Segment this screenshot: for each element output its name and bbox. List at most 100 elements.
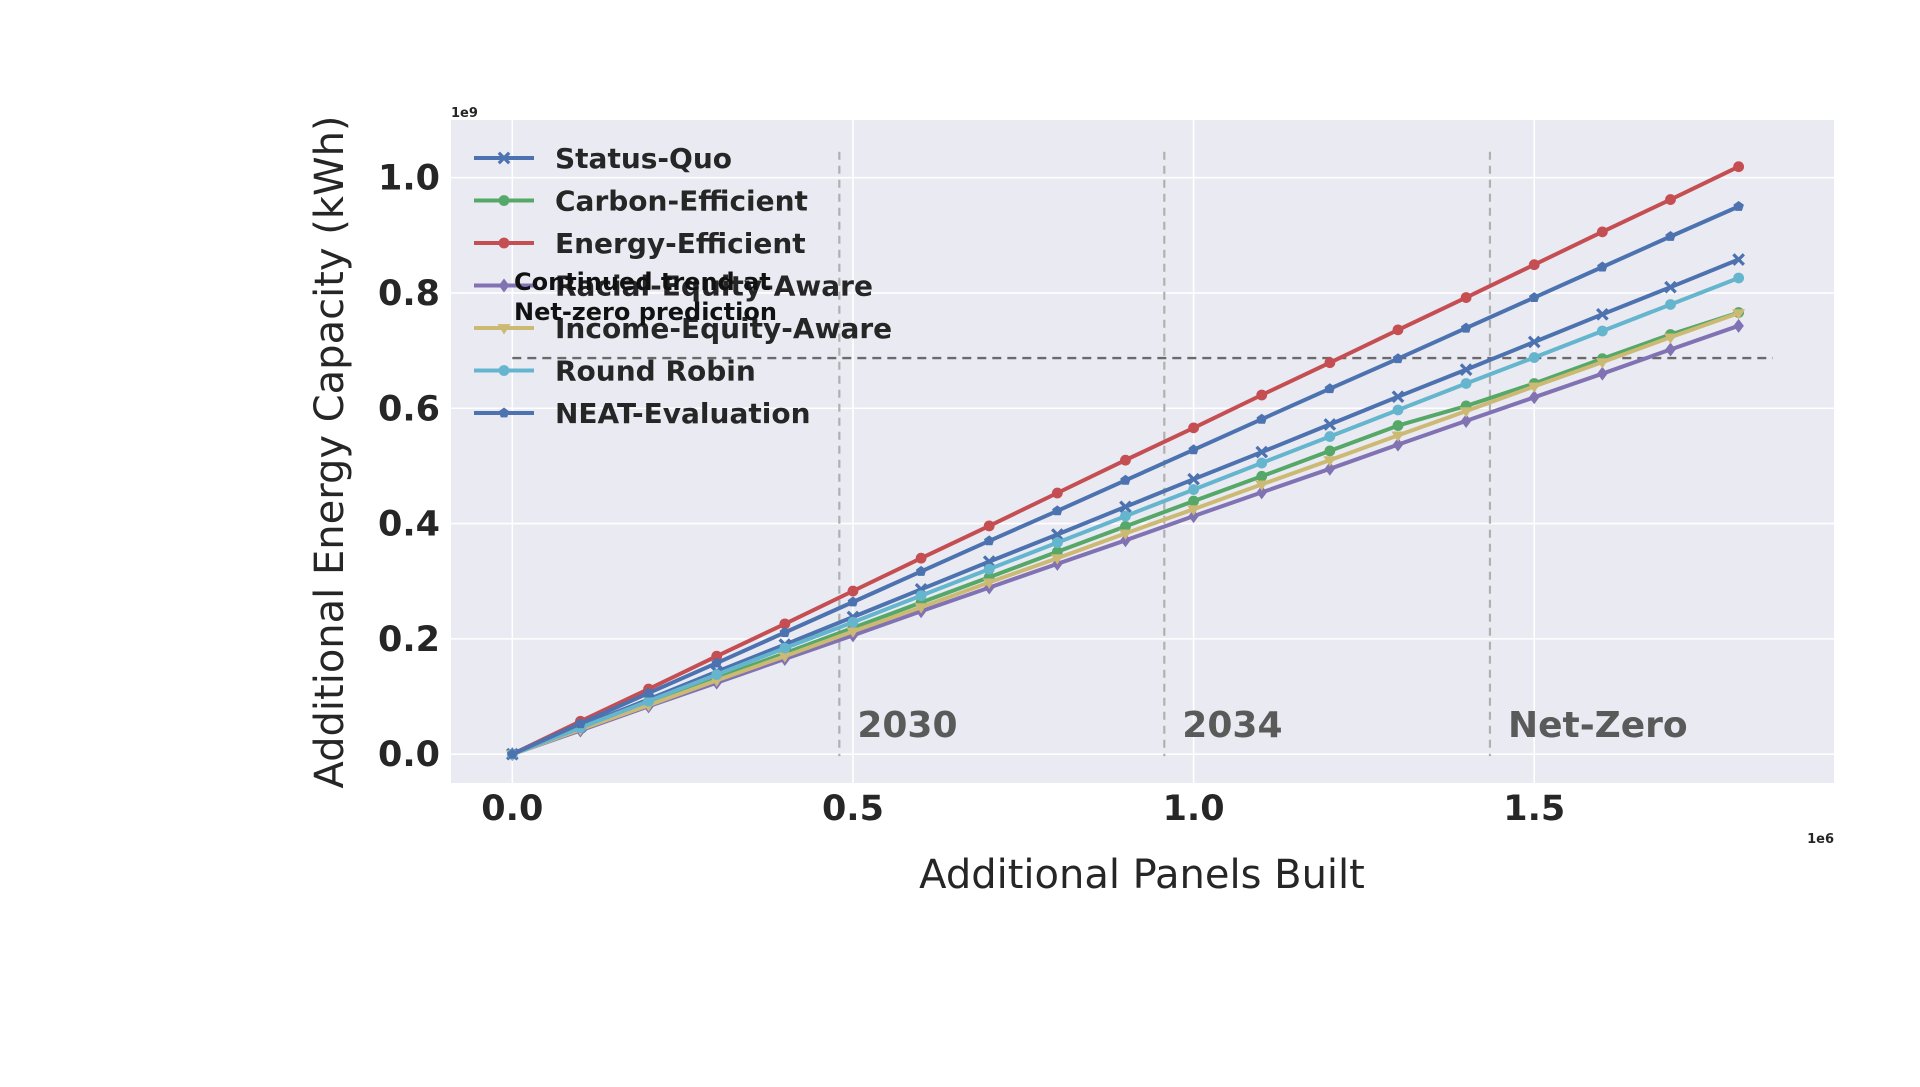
x-marker (1187, 472, 1200, 486)
x-marker (1664, 280, 1677, 294)
triangle-marker (1187, 505, 1201, 516)
diamond-marker (498, 278, 510, 293)
circle-marker (1324, 431, 1336, 442)
triangle-marker (1050, 554, 1064, 565)
circle-marker (983, 563, 995, 575)
milestone-label: 2034 (1182, 705, 1282, 746)
diamond-marker (1256, 485, 1267, 500)
circle-marker (1528, 352, 1540, 363)
pentagon-marker (984, 535, 995, 546)
triangle-marker (1323, 456, 1337, 467)
x-marker (1323, 418, 1337, 431)
pentagon-marker (1460, 322, 1472, 333)
pentagon-marker (915, 565, 927, 576)
legend-label: Round Robin (555, 355, 756, 388)
circle-marker (1392, 404, 1404, 416)
circle-marker (1120, 454, 1131, 466)
pentagon-marker (1392, 353, 1404, 364)
legend-item: NEAT-Evaluation (474, 397, 811, 430)
pentagon-marker (847, 596, 859, 607)
milestone-label: Net-Zero (1508, 705, 1688, 746)
x-tick-label: 1.5 (1503, 789, 1565, 829)
y-tick-label: 0.4 (378, 505, 440, 545)
circle-marker (847, 616, 859, 628)
triangle-marker (1391, 431, 1405, 442)
pentagon-marker (575, 718, 586, 729)
x-offset-label: 1e6 (1807, 832, 1834, 847)
series-neat-evaluation (507, 201, 1744, 759)
circle-marker (1324, 357, 1336, 369)
legend-item: Income-Equity-Aware (474, 312, 892, 345)
pentagon-marker (1597, 261, 1608, 272)
triangle-marker (1595, 358, 1609, 369)
circle-marker (1120, 521, 1131, 532)
x-marker (1255, 445, 1269, 459)
circle-marker (1596, 325, 1608, 337)
pentagon-marker (507, 748, 518, 759)
circle-marker (1392, 324, 1404, 336)
pentagon-marker (1052, 505, 1063, 516)
triangle-marker (497, 324, 511, 335)
x-marker (1596, 307, 1609, 321)
diamond-marker (1597, 366, 1608, 381)
series-group (505, 161, 1746, 762)
reference-lines (512, 151, 1773, 757)
circle-marker (1733, 272, 1745, 284)
circle-marker (498, 195, 510, 206)
circle-marker (1256, 470, 1268, 482)
circle-marker (779, 618, 791, 630)
circle-marker (1392, 420, 1404, 431)
pentagon-marker (1120, 474, 1131, 485)
y-offset-label: 1e9 (451, 106, 478, 121)
diamond-marker (1460, 413, 1472, 428)
pentagon-marker (498, 407, 510, 418)
diamond-marker (1733, 318, 1744, 333)
net-zero-trend-label: Net-zero prediction (514, 298, 777, 326)
circle-marker (1460, 292, 1472, 303)
circle-marker (779, 642, 791, 654)
x-marker (1051, 528, 1064, 541)
x-tick-label: 0.0 (481, 789, 543, 829)
pentagon-marker (1256, 413, 1267, 424)
diamond-marker (1528, 390, 1540, 405)
x-marker (497, 151, 511, 165)
x-tick-label: 0.5 (822, 789, 884, 829)
x-axis-label: Additional Panels Built (919, 852, 1365, 898)
pentagon-marker (1324, 383, 1336, 394)
legend-label: Racial-Equity-Aware (555, 270, 873, 303)
circle-marker (1665, 299, 1676, 310)
circle-marker (498, 237, 510, 249)
triangle-marker (914, 603, 928, 614)
triangle-marker (778, 652, 792, 663)
legend-label: Income-Equity-Aware (555, 312, 892, 345)
legend-item: Carbon-Efficient (474, 185, 808, 218)
legend: Status-Quo Carbon-Efficient Energy-Efficie… (474, 142, 892, 430)
circle-marker (711, 650, 723, 662)
milestone-label: 2030 (857, 705, 957, 746)
circle-marker (1188, 422, 1199, 434)
diamond-marker (1392, 437, 1404, 452)
triangle-marker (1255, 480, 1269, 491)
circle-marker (711, 669, 723, 681)
net-zero-trend-label: Continued trend at (514, 268, 771, 296)
diamond-marker (1665, 342, 1676, 357)
circle-marker (1051, 537, 1063, 548)
legend-item: Status-Quo (474, 142, 732, 175)
legend-label: NEAT-Evaluation (555, 397, 811, 430)
x-marker (1732, 253, 1745, 266)
circle-marker (915, 552, 927, 564)
legend-item: Round Robin (474, 355, 756, 388)
triangle-marker (1459, 407, 1473, 418)
circle-marker (1256, 457, 1268, 469)
circle-marker (1596, 226, 1608, 238)
triangle-marker (982, 578, 996, 589)
legend-label: Energy-Efficient (555, 227, 806, 260)
annotations: 2030 2034 Net-Zero Continued trend atNet-ze… (514, 268, 1688, 746)
circle-marker (1256, 389, 1268, 401)
legend-label: Status-Quo (555, 142, 732, 175)
y-axis-label: Additional Energy Capacity (kWh) (307, 115, 353, 788)
circle-marker (1528, 259, 1540, 271)
x-marker (1119, 500, 1132, 514)
y-tick-label: 1.0 (378, 159, 440, 199)
x-tick-label: 1.0 (1163, 789, 1225, 829)
